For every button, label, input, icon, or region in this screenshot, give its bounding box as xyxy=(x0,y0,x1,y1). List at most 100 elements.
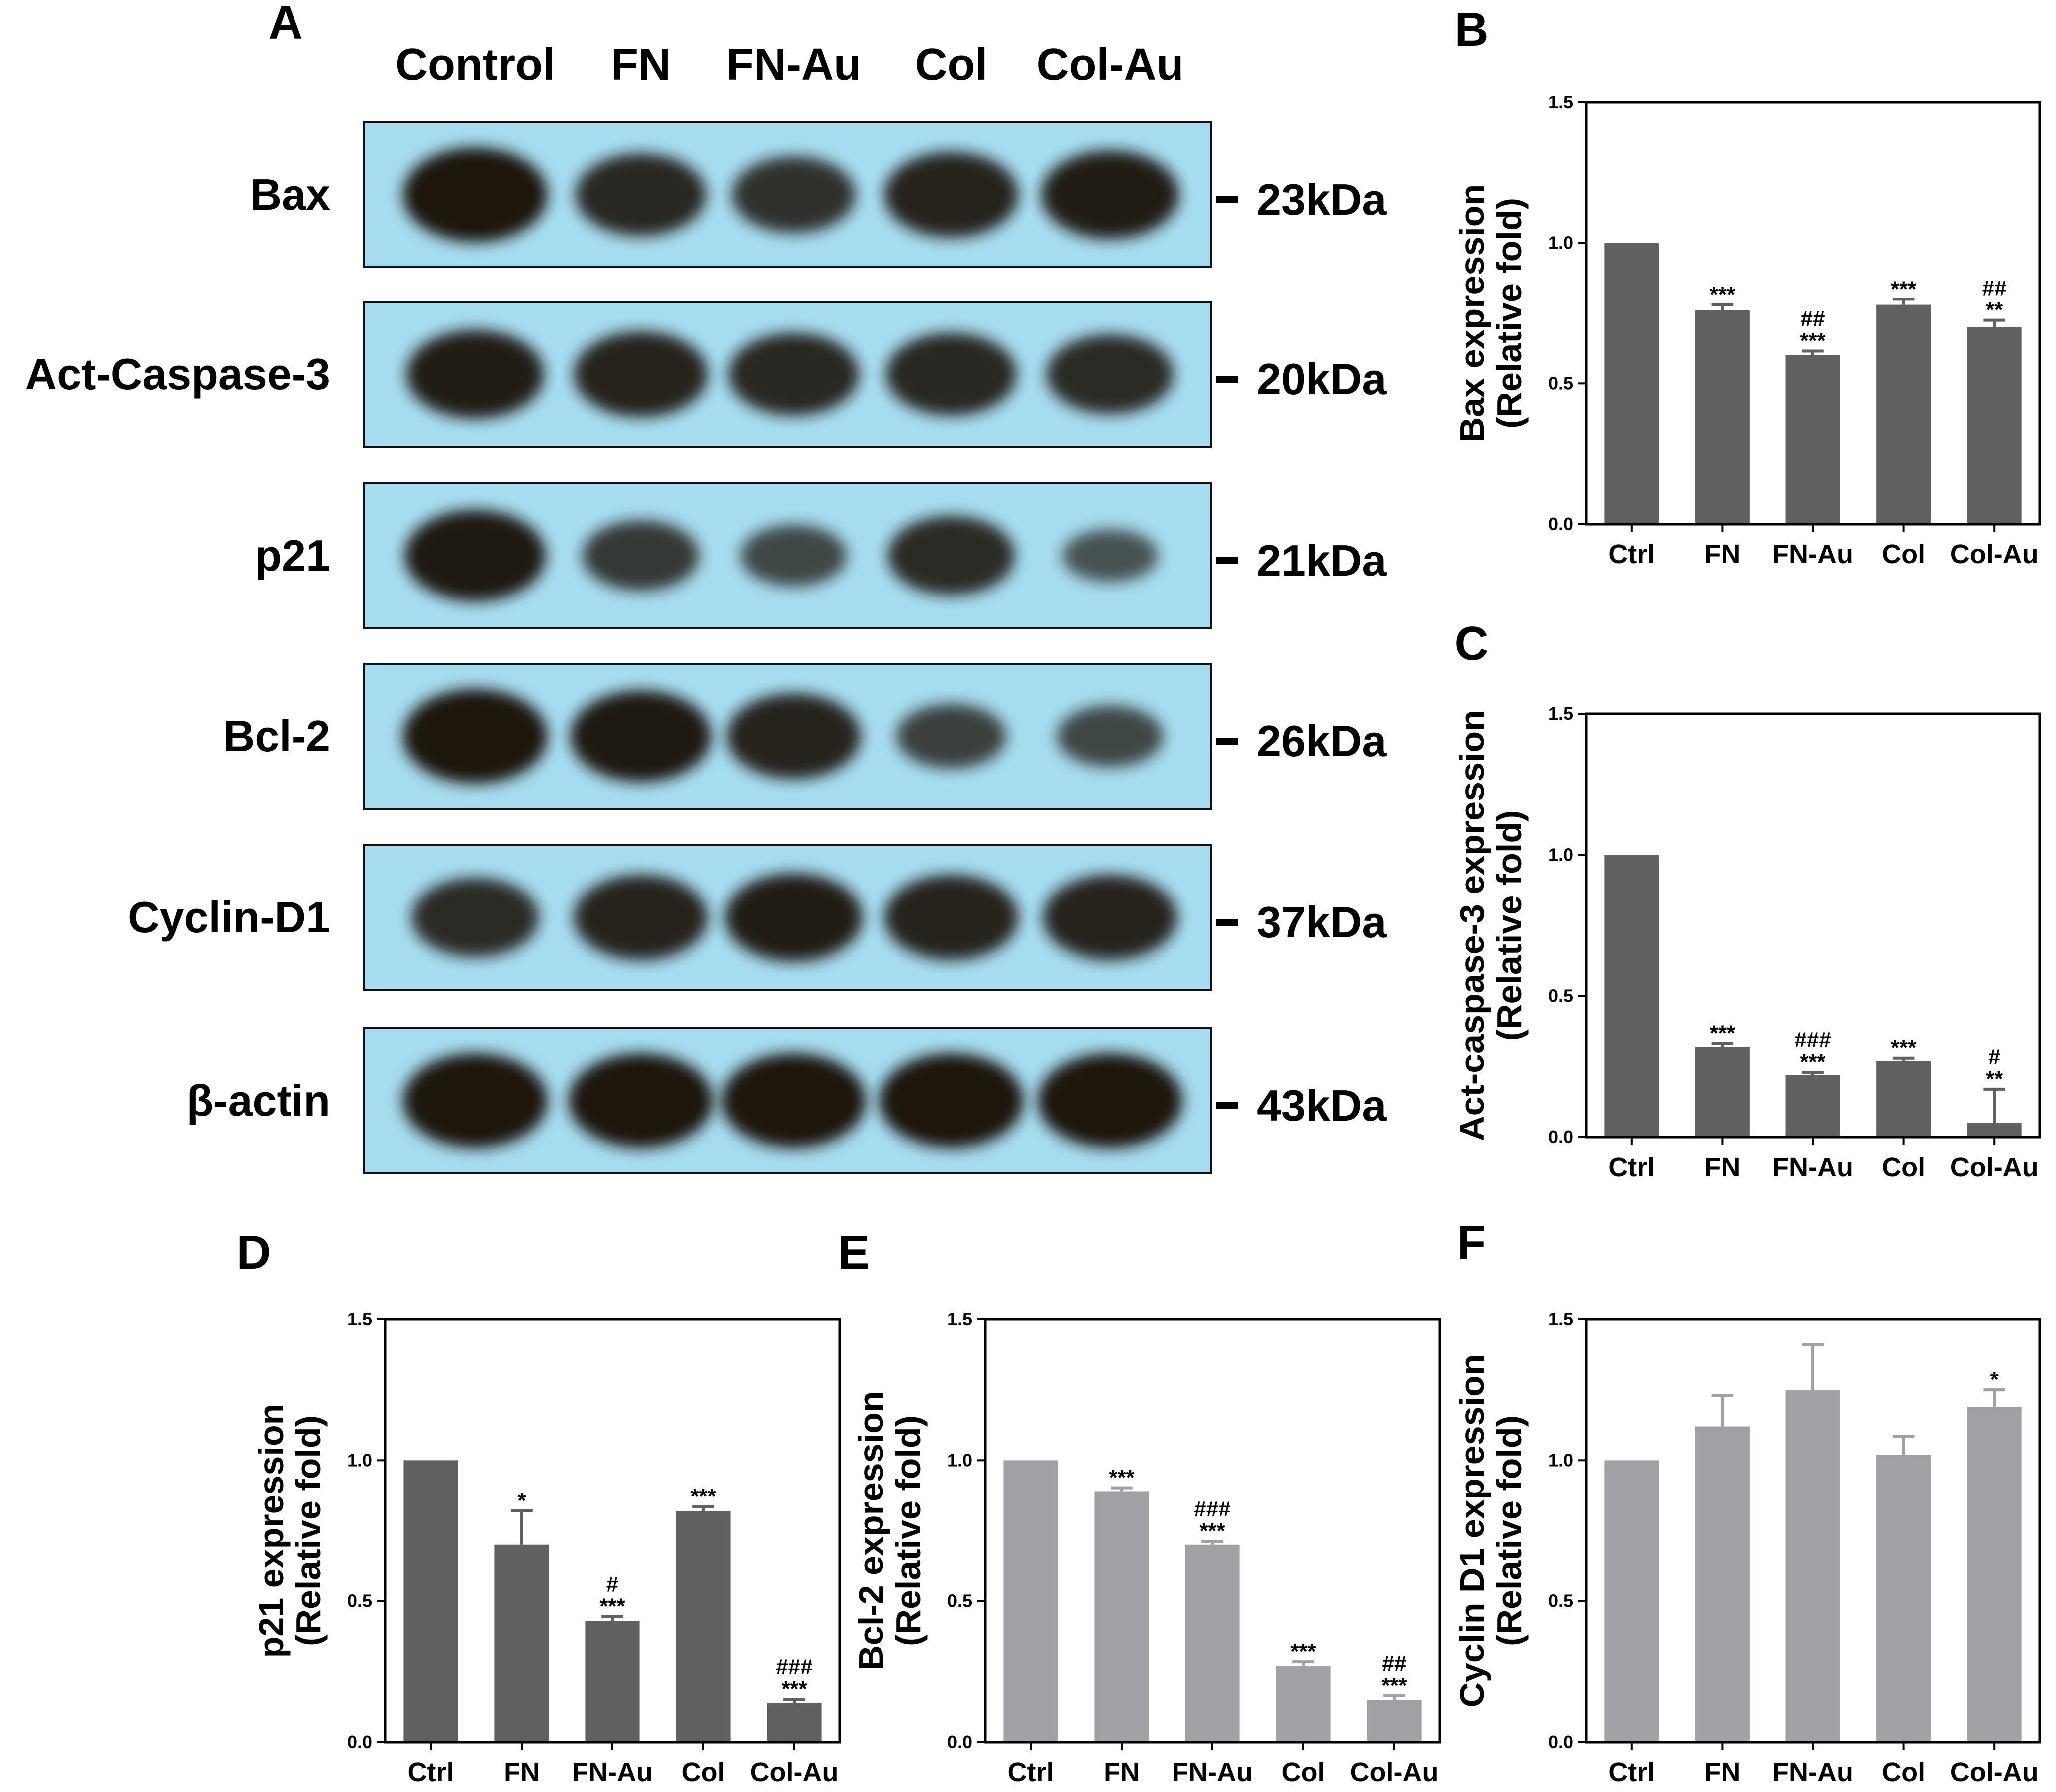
x-tick-label: Ctrl xyxy=(1608,1152,1655,1182)
panel-label-c: C xyxy=(1454,617,1488,670)
x-tick-label: FN-Au xyxy=(1172,1757,1253,1787)
bar xyxy=(1695,1426,1750,1742)
x-tick-label: FN xyxy=(504,1757,540,1787)
panel-label-e: E xyxy=(838,1226,870,1279)
blot-band xyxy=(1062,529,1158,582)
x-tick-label: Col-Au xyxy=(1350,1757,1439,1787)
y-axis-label: p21 expression xyxy=(252,1404,291,1658)
blot-band xyxy=(884,875,1019,960)
y-tick-label: 1.0 xyxy=(1548,1450,1573,1470)
blot-row-label: Act-Caspase-3 xyxy=(25,349,330,399)
y-axis-label: Bcl-2 expression xyxy=(852,1391,890,1670)
x-tick-label: Col-Au xyxy=(1950,1152,2039,1182)
blot-marker-label: 23kDa xyxy=(1257,175,1387,224)
x-tick-label: Ctrl xyxy=(1608,1757,1655,1787)
blot-row: β-actin 43kDa xyxy=(187,1027,1387,1174)
significance-label: ### xyxy=(776,1655,812,1679)
y-tick-label: 0.5 xyxy=(1548,1591,1573,1611)
bar xyxy=(1967,1123,2022,1137)
significance-label: ## xyxy=(1382,1651,1407,1676)
blot-band xyxy=(728,333,859,416)
bar xyxy=(1695,310,1750,524)
significance-label: *** xyxy=(1710,1021,1736,1045)
blot-row-label: p21 xyxy=(255,531,330,580)
blot-band xyxy=(1041,150,1179,239)
significance-label: *** xyxy=(1891,277,1917,301)
panel-label-f: F xyxy=(1457,1216,1486,1269)
blot-marker-label: 20kDa xyxy=(1257,354,1387,404)
western-blot: Bax 23kDa Act-Caspase-3 20kDa p21 21kDa Bcl-2 2… xyxy=(25,121,1387,1174)
x-tick-label: FN-Au xyxy=(1772,1152,1853,1182)
significance-label: *** xyxy=(1800,1050,1826,1074)
bar-chart-e: Ctrl***FN***###FN-Au***Col***##Col-Au0.0… xyxy=(852,1309,1441,1787)
y-tick-label: 1.0 xyxy=(347,1450,372,1470)
blot-row-label: Cyclin-D1 xyxy=(128,893,330,942)
blot-band xyxy=(403,1053,548,1148)
blot-band xyxy=(879,1053,1024,1148)
bar xyxy=(1967,1407,2022,1742)
bar-charts: Ctrl***FN***##FN-Au***Col**##Col-Au0.00.… xyxy=(252,92,2041,1787)
bar xyxy=(1604,1460,1659,1742)
significance-label: ** xyxy=(1986,1067,2003,1091)
y-tick-label: 0.5 xyxy=(347,1591,372,1611)
bar-chart-b: Ctrl***FN***##FN-Au***Col**##Col-Au0.00.… xyxy=(1453,92,2041,569)
bar xyxy=(1003,1460,1058,1742)
plot-frame xyxy=(1585,712,2041,1139)
y-axis-label: (Relative fold) xyxy=(1490,198,1529,429)
bar xyxy=(1094,1491,1149,1742)
blot-band xyxy=(403,147,548,242)
blot-band xyxy=(884,152,1019,238)
blot-marker-label: 21kDa xyxy=(1257,536,1387,585)
blot-band xyxy=(569,1053,713,1148)
y-axis-label: Cyclin D1 expression xyxy=(1453,1354,1491,1707)
y-tick-label: 1.5 xyxy=(347,1309,372,1329)
bar xyxy=(1785,355,1840,524)
significance-label: # xyxy=(606,1572,618,1597)
x-tick-label: Col-Au xyxy=(1950,539,2039,569)
bar-chart-c: Ctrl***FN***###FN-Au***Col**#Col-Au0.00.… xyxy=(1453,703,2041,1182)
x-tick-label: FN-Au xyxy=(1772,539,1853,569)
bar xyxy=(1185,1544,1240,1742)
lane-header: Col xyxy=(915,40,988,90)
bar xyxy=(676,1510,731,1742)
significance-label: *** xyxy=(1381,1673,1407,1698)
lane-header: Control xyxy=(395,40,555,90)
blot-band xyxy=(1057,705,1164,767)
significance-label: *** xyxy=(1290,1639,1316,1664)
significance-label: ### xyxy=(1194,1497,1230,1521)
y-tick-label: 0.0 xyxy=(1548,1732,1573,1752)
y-axis-label: Bax expression xyxy=(1453,184,1491,442)
blot-row: Cyclin-D1 37kDa xyxy=(128,844,1387,991)
significance-label: ### xyxy=(1794,1028,1831,1052)
y-tick-label: 1.5 xyxy=(1548,703,1573,724)
lane-header: Col-Au xyxy=(1037,40,1184,90)
bar xyxy=(585,1621,640,1742)
significance-label: ** xyxy=(1986,298,2003,322)
y-tick-label: 0.0 xyxy=(1548,514,1573,534)
blot-band xyxy=(583,520,699,591)
blot-marker-label: 26kDa xyxy=(1257,716,1387,766)
panel-label-a: A xyxy=(268,0,302,49)
lane-header: FN-Au xyxy=(726,40,861,90)
blot-band xyxy=(1046,334,1174,414)
bar xyxy=(1367,1700,1422,1742)
x-tick-label: FN xyxy=(1704,1152,1740,1182)
x-tick-label: FN xyxy=(1704,1757,1740,1787)
bar xyxy=(494,1544,549,1742)
y-tick-label: 1.5 xyxy=(1548,92,1573,112)
bar xyxy=(1695,1047,1750,1137)
blot-row: Act-Caspase-3 20kDa xyxy=(25,301,1387,448)
blot-row-label: Bcl-2 xyxy=(223,711,330,761)
x-tick-label: FN xyxy=(1704,539,1740,569)
lane-header: FN xyxy=(611,40,671,90)
significance-label: * xyxy=(1990,1367,1999,1392)
bar xyxy=(1276,1666,1331,1742)
plot-frame xyxy=(1585,1318,2041,1744)
plot-frame xyxy=(384,1318,841,1744)
y-axis-label: (Relative fold) xyxy=(1490,810,1529,1041)
y-tick-label: 0.0 xyxy=(347,1732,372,1752)
blot-band xyxy=(887,516,1015,596)
bar-chart-d: Ctrl*FN***#FN-Au***Col***###Col-Au0.00.5… xyxy=(252,1309,841,1787)
bar xyxy=(1604,855,1659,1137)
y-tick-label: 0.5 xyxy=(947,1591,972,1611)
